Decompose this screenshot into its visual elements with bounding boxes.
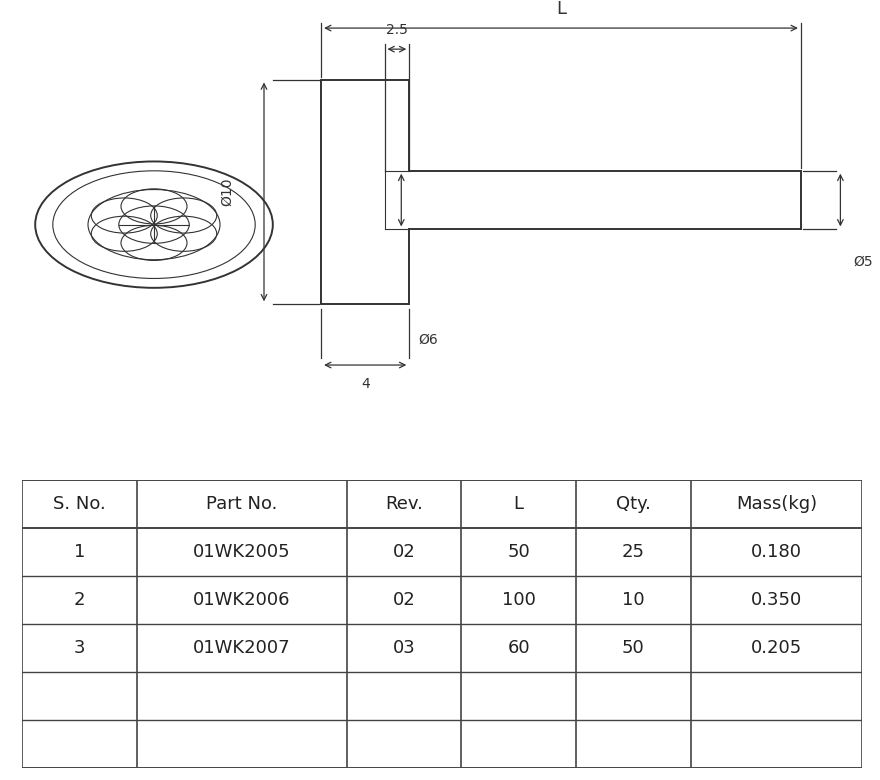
Text: 0.205: 0.205 — [751, 639, 802, 657]
Text: 03: 03 — [392, 639, 415, 657]
Text: 02: 02 — [392, 543, 415, 561]
Text: Ø10: Ø10 — [220, 178, 234, 206]
Text: 3: 3 — [74, 639, 85, 657]
Text: S. No.: S. No. — [53, 495, 106, 512]
Text: Qty.: Qty. — [616, 495, 650, 512]
Text: 0.350: 0.350 — [751, 591, 802, 609]
Text: Rev.: Rev. — [385, 495, 423, 512]
Text: 1: 1 — [74, 543, 85, 561]
Text: 0.180: 0.180 — [751, 543, 802, 561]
Text: Ø6: Ø6 — [418, 332, 437, 346]
Text: 01WK2005: 01WK2005 — [193, 543, 290, 561]
Text: Ø5: Ø5 — [854, 255, 873, 269]
Text: 100: 100 — [502, 591, 536, 609]
Text: L: L — [556, 0, 566, 19]
Text: 25: 25 — [621, 543, 645, 561]
Text: 10: 10 — [622, 591, 644, 609]
Text: 2.5: 2.5 — [386, 23, 407, 37]
Text: Mass(kg): Mass(kg) — [736, 495, 817, 512]
Text: 01WK2007: 01WK2007 — [193, 639, 290, 657]
Text: 50: 50 — [507, 543, 530, 561]
Text: 2: 2 — [74, 591, 85, 609]
Text: L: L — [514, 495, 524, 512]
Text: 4: 4 — [361, 377, 370, 391]
Text: 60: 60 — [507, 639, 530, 657]
Text: 01WK2006: 01WK2006 — [193, 591, 290, 609]
Text: Part No.: Part No. — [206, 495, 277, 512]
Text: 50: 50 — [622, 639, 644, 657]
Text: 02: 02 — [392, 591, 415, 609]
